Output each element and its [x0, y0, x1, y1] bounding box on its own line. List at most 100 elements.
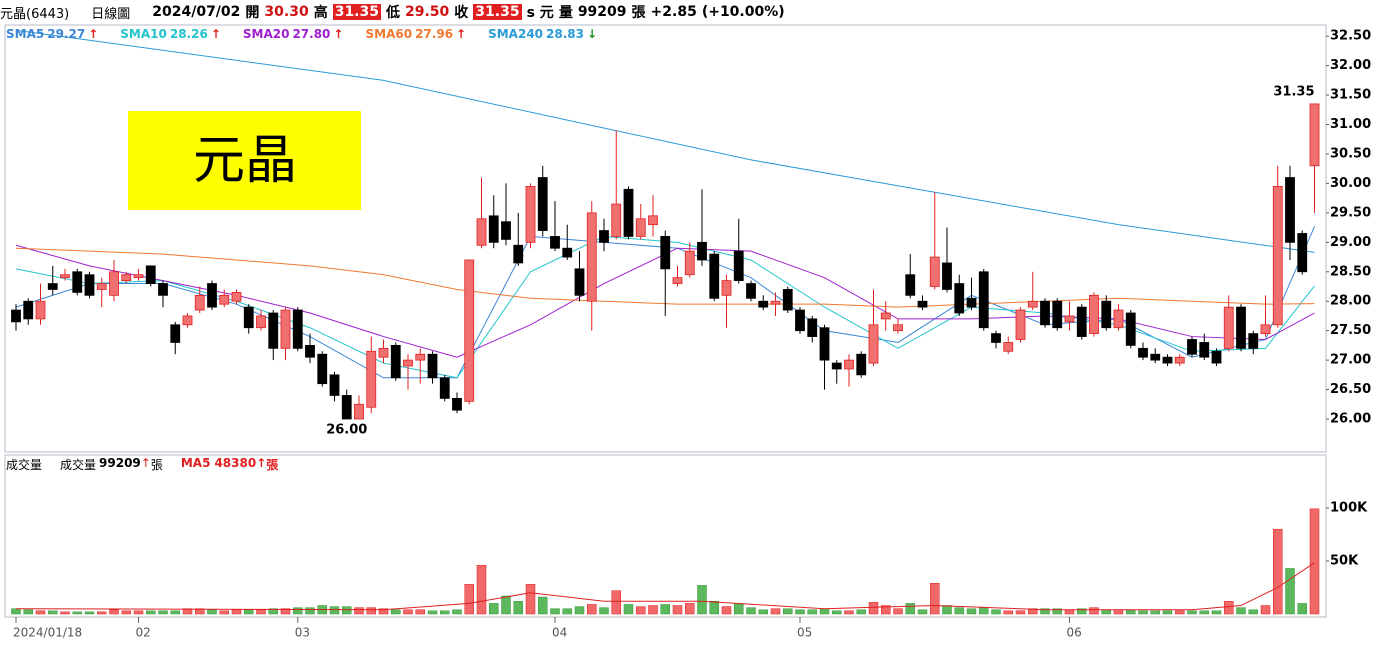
- annotation: 26.00: [326, 423, 367, 438]
- volume-bar: [1101, 609, 1111, 615]
- candle-body: [844, 359, 854, 370]
- candle-body: [978, 271, 989, 329]
- volume-bar: [623, 604, 634, 615]
- volume-bar: [942, 605, 952, 615]
- candle-body: [194, 294, 205, 311]
- volume-bar: [366, 607, 376, 615]
- candle-body: [1297, 233, 1308, 273]
- volume-bar: [60, 611, 70, 615]
- candle-body: [23, 300, 34, 320]
- low: 29.50: [405, 4, 450, 20]
- volume-bar: [1064, 609, 1075, 615]
- y-tick-label: 27.00: [1330, 353, 1371, 368]
- legend-name: SMA10: [120, 27, 167, 41]
- volume-bar: [721, 606, 732, 615]
- volume-bar: [415, 609, 425, 615]
- candle-body: [795, 309, 805, 332]
- candle-body: [1199, 342, 1210, 358]
- candle-body: [231, 291, 242, 302]
- volume-bar: [195, 608, 205, 615]
- y-tick-label: 26.50: [1330, 382, 1371, 397]
- unit: 張: [631, 5, 646, 21]
- volume-bar: [280, 608, 291, 615]
- volume-bar: [170, 610, 180, 615]
- y-tick-label: 31.00: [1330, 117, 1371, 132]
- candle-body: [256, 315, 266, 329]
- candle-body: [1285, 177, 1295, 243]
- volume-bar: [109, 609, 119, 615]
- volume-bar: [844, 610, 854, 615]
- volume-bar: [146, 610, 156, 615]
- volume-bar: [378, 608, 389, 615]
- volume-bar: [660, 604, 670, 615]
- legend-arrow: ↓: [586, 27, 598, 41]
- candle-body: [684, 250, 695, 276]
- volume-bar: [979, 607, 989, 615]
- candle-body: [1260, 324, 1271, 335]
- volume-bar: [525, 584, 536, 615]
- candle-body: [1040, 300, 1050, 326]
- volume-bar: [256, 609, 266, 615]
- candle-body: [1236, 306, 1246, 349]
- volume-bar: [1113, 609, 1124, 615]
- candle-body: [133, 274, 144, 279]
- volume-bar: [391, 609, 401, 615]
- volume-bar: [452, 609, 462, 615]
- y-tick-label: 28.50: [1330, 264, 1371, 279]
- candle-body: [880, 312, 891, 320]
- candle-body: [1272, 185, 1283, 326]
- candle-body: [170, 324, 181, 343]
- volume-bar: [770, 608, 781, 615]
- candle-body: [721, 280, 732, 296]
- volume-bar: [1211, 610, 1222, 615]
- candle-body: [660, 236, 671, 270]
- volume-bar: [807, 609, 817, 615]
- volume-bar: [868, 602, 879, 615]
- candle-body: [280, 309, 291, 349]
- open: 30.30: [264, 4, 309, 20]
- candle-body: [1125, 312, 1136, 346]
- y-tick-label: 27.50: [1330, 323, 1371, 338]
- volume-bar: [23, 609, 33, 615]
- volume-panel: [4, 454, 1327, 618]
- y-tick-label: 30.00: [1330, 176, 1371, 191]
- x-tick-label: 03: [295, 626, 310, 640]
- volume-bar: [1089, 607, 1099, 615]
- candle-body: [599, 230, 609, 243]
- volume-bar: [1297, 603, 1307, 615]
- legend-name: SMA5: [6, 27, 45, 41]
- legend-name: SMA60: [365, 27, 413, 41]
- label: 高: [313, 5, 328, 21]
- candle-body: [1223, 306, 1234, 349]
- x-tick-label: 2024/01/18: [13, 626, 82, 640]
- volume-bar: [611, 590, 621, 615]
- volume-bar: [783, 608, 793, 615]
- y-tick-label: 29.00: [1330, 235, 1371, 250]
- candle-body: [1211, 350, 1222, 364]
- legend-arrow: ↑: [456, 27, 467, 41]
- candle-body: [550, 236, 560, 249]
- ma-line: [15, 29, 1315, 253]
- candle-body: [1027, 300, 1038, 308]
- candle-body: [243, 306, 254, 329]
- volume-bar: [1126, 609, 1136, 615]
- candle-body: [378, 347, 389, 358]
- candle-body: [648, 215, 658, 226]
- candle-body: [586, 212, 597, 302]
- candle-body: [709, 253, 720, 299]
- volume-bar: [538, 596, 548, 615]
- y-tick-label: 32.00: [1330, 58, 1371, 73]
- volume-bar: [1199, 610, 1209, 615]
- candle-body: [207, 283, 217, 308]
- volume-bar: [648, 605, 658, 615]
- candle-body: [1064, 315, 1075, 323]
- candle-body: [917, 300, 928, 308]
- volume-legend: 成交量 成交量 99209 ↑ 張 MA5 48380 ↑ 張: [6, 456, 278, 473]
- legend-value: 29.27: [47, 27, 86, 41]
- candle-body: [1113, 309, 1124, 329]
- y-tick-label: 26.00: [1330, 412, 1371, 427]
- candle-body: [746, 283, 756, 299]
- candle-body: [537, 177, 548, 231]
- volume-bar: [1273, 528, 1283, 615]
- candle-body: [856, 353, 867, 376]
